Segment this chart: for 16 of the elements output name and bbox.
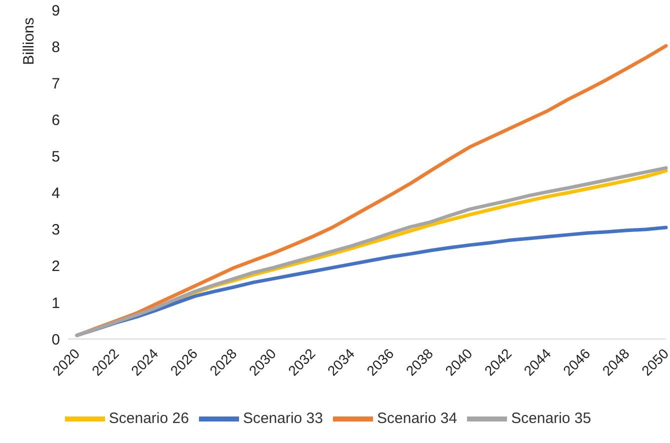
legend-label: Scenario 34 <box>377 410 458 427</box>
y-tick-label: 4 <box>52 185 60 202</box>
y-tick-label: 3 <box>52 222 60 239</box>
y-tick-label: 2 <box>52 258 60 276</box>
legend-label: Scenario 26 <box>108 410 189 427</box>
y-tick-label: 0 <box>52 331 60 348</box>
y-tick-label: 8 <box>52 38 60 56</box>
y-tick-label: 7 <box>52 75 60 92</box>
y-tick-label: 9 <box>52 2 60 20</box>
y-tick-label: 1 <box>52 294 60 312</box>
legend-label: Scenario 35 <box>511 410 592 427</box>
y-tick-label: 6 <box>52 112 60 129</box>
y-axis-title: Billions <box>20 17 38 65</box>
line-series <box>75 166 668 338</box>
y-tick-label: 5 <box>52 148 60 166</box>
legend-label: Scenario 33 <box>242 410 323 427</box>
